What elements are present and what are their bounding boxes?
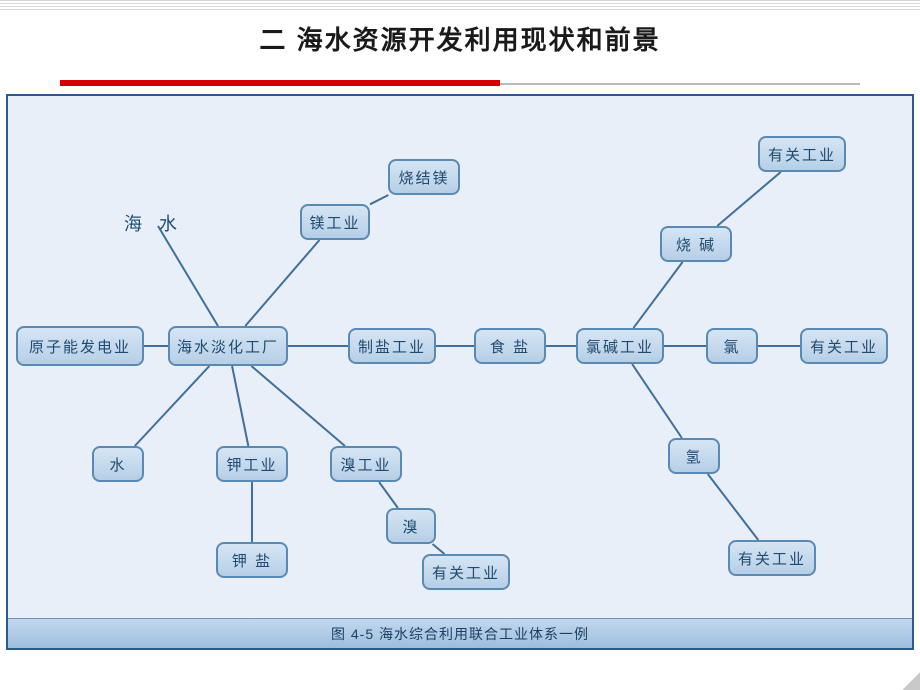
diagram-frame: 原子能发电业海水淡化工厂镁工业烧结镁制盐工业食 盐氯碱工业烧 碱有关工业氯有关工…: [6, 94, 914, 650]
page-title: 二 海水资源开发利用现状和前景: [259, 25, 660, 55]
edge-desal-br_ind: [251, 366, 345, 446]
node-salt_ind: 制盐工业: [348, 328, 436, 364]
caption-text: 图 4-5 海水综合利用联合工业体系一例: [331, 624, 589, 644]
node-chlorine: 氯: [706, 328, 758, 364]
page-corner-fold-icon: [902, 672, 920, 690]
node-k_ind: 钾工业: [216, 446, 288, 482]
edge-desal-k_ind: [232, 366, 248, 446]
node-bromine: 溴: [386, 508, 436, 544]
edge-desal-water: [135, 366, 210, 446]
edge-hydrogen-rel_ind_c: [708, 474, 758, 540]
node-rel_ind_d: 有关工业: [422, 554, 510, 590]
underline-gray: [500, 83, 860, 85]
top-stripes: [0, 0, 920, 12]
title-wrap: 二 海水资源开发利用现状和前景: [0, 20, 920, 57]
underline-red: [60, 80, 500, 86]
node-k_salt: 钾 盐: [216, 542, 288, 578]
node-table_salt: 食 盐: [474, 328, 546, 364]
node-nuclear: 原子能发电业: [16, 326, 144, 366]
edge-bromine-rel_ind_d: [433, 544, 445, 554]
edge-caustic-rel_ind_a: [717, 172, 781, 226]
caption-bar: 图 4-5 海水综合利用联合工业体系一例: [8, 618, 912, 648]
title-underline: [60, 80, 860, 86]
edge-cl_alkali-hydrogen: [632, 364, 682, 438]
node-hydrogen: 氢: [668, 438, 720, 474]
node-water: 水: [92, 446, 144, 482]
node-sinter_mg: 烧结镁: [388, 159, 460, 195]
free-label-seawater: 海 水: [124, 210, 183, 236]
edge-br_ind-bromine: [379, 482, 398, 508]
node-rel_ind_c: 有关工业: [728, 540, 816, 576]
node-rel_ind_a: 有关工业: [758, 136, 846, 172]
node-br_ind: 溴工业: [330, 446, 402, 482]
edge-cl_alkali-caustic: [633, 262, 682, 328]
edge-desal-mg_ind: [245, 240, 319, 326]
node-cl_alkali: 氯碱工业: [576, 328, 664, 364]
free-edge-0: [158, 226, 218, 326]
node-desal: 海水淡化工厂: [168, 326, 288, 366]
node-caustic: 烧 碱: [660, 226, 732, 262]
node-mg_ind: 镁工业: [300, 204, 370, 240]
node-rel_ind_b: 有关工业: [800, 328, 888, 364]
edge-mg_ind-sinter_mg: [370, 195, 388, 204]
